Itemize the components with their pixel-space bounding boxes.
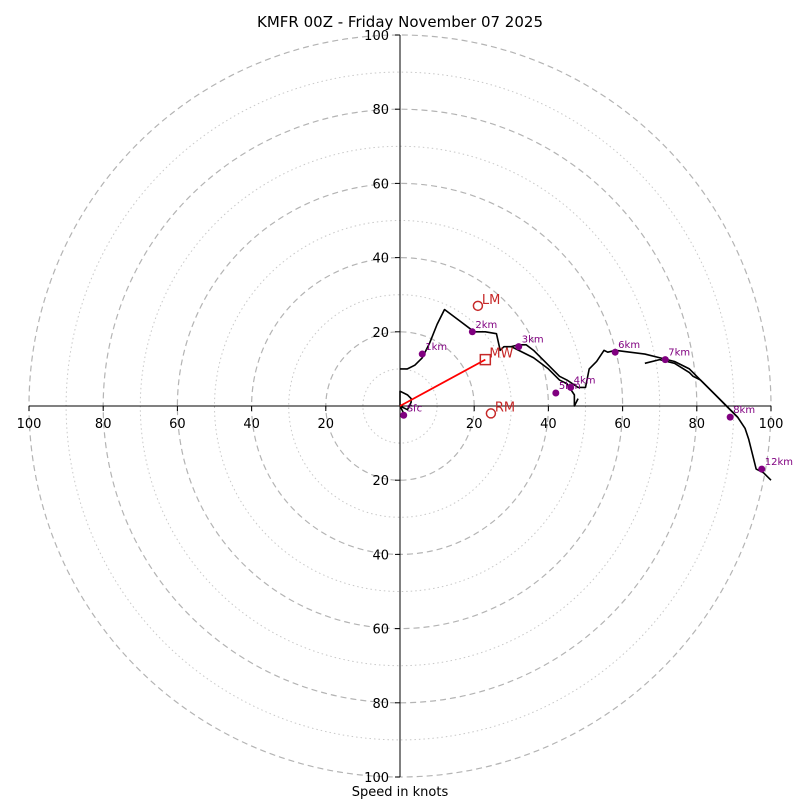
y-tick-label: 100: [364, 771, 389, 786]
motion-label-lm: LM: [482, 293, 500, 308]
x-tick-label: 80: [689, 417, 706, 432]
height-marker-2km: [468, 328, 476, 336]
x-tick-label: 60: [169, 417, 186, 432]
height-label-7km: 7km: [668, 348, 690, 359]
x-tick-label: 80: [95, 417, 112, 432]
trace-dip: [510, 345, 579, 407]
x-tick-label: 20: [466, 417, 483, 432]
trace-upper: [644, 358, 772, 481]
y-tick-label: 40: [372, 548, 389, 563]
x-axis-label: Speed in knots: [352, 785, 449, 800]
chart-title: KMFR 00Z - Friday November 07 2025: [257, 13, 543, 31]
height-label-5km: 5km: [559, 381, 581, 392]
x-tick-label: 40: [540, 417, 557, 432]
y-tick-label: 40: [372, 252, 389, 267]
tick-labels: 100 80 60 40 20 20 40 60 80 100 100 80 60 40 20 20 40 60 8…: [17, 29, 784, 786]
height-label-12km: 12km: [765, 457, 793, 468]
trace-lower: [400, 308, 739, 418]
height-label-2km: 2km: [475, 320, 497, 331]
height-marker-8km: [726, 413, 734, 421]
hodograph-trace: [399, 308, 772, 481]
y-tick-label: 60: [372, 623, 389, 638]
height-marker-5km: [552, 389, 560, 397]
y-tick-label: 20: [372, 326, 389, 341]
trace-near-surface: [399, 390, 412, 414]
height-label-8km: 8km: [733, 405, 755, 416]
height-label-4km: 4km: [574, 375, 596, 386]
height-label-6km: 6km: [618, 340, 640, 351]
y-tick-label: 60: [372, 177, 389, 192]
motion-marker-mw: [479, 353, 492, 366]
y-tick-label: 20: [372, 474, 389, 489]
y-tick-label: 80: [372, 697, 389, 712]
motion-label-mw: MW: [489, 347, 513, 362]
y-tick-label: 100: [364, 29, 389, 44]
height-marker-sfc: [400, 411, 408, 419]
y-tick-label: 80: [372, 103, 389, 118]
storm-motions: LM MW RM: [399, 293, 515, 419]
height-marker-3km: [515, 343, 523, 351]
height-label-3km: 3km: [522, 335, 544, 346]
motion-marker-lm: [472, 300, 484, 312]
height-marker-4km: [567, 383, 575, 391]
x-tick-label: 40: [243, 417, 260, 432]
height-marker-1km: [418, 350, 426, 358]
x-tick-label: 100: [759, 417, 784, 432]
height-marker-12km: [758, 465, 766, 473]
height-label-1km: 1km: [425, 342, 447, 353]
height-label-sfc: Sfc: [407, 403, 422, 414]
mean-wind-vector: [399, 358, 486, 407]
motion-marker-rm: [485, 408, 497, 419]
x-tick-label: 60: [614, 417, 631, 432]
height-marker-7km: [661, 356, 669, 364]
height-marker-6km: [611, 348, 619, 356]
x-tick-label: 100: [17, 417, 42, 432]
motion-label-rm: RM: [495, 400, 515, 415]
x-tick-label: 20: [318, 417, 335, 432]
